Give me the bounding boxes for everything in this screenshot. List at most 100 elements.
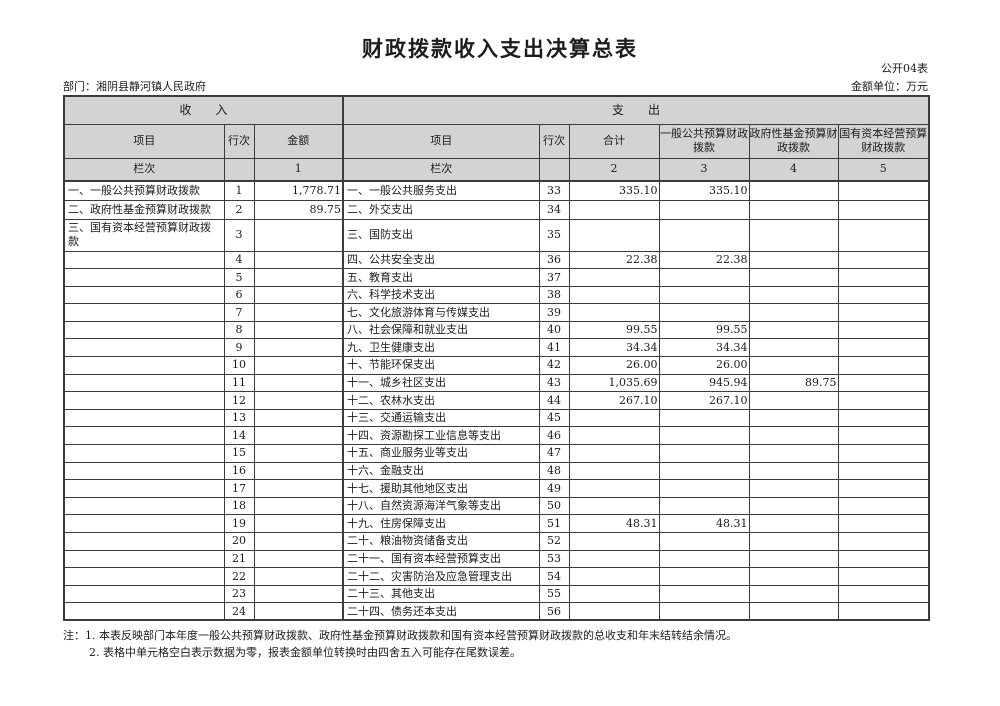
- column-header-row: 项目 行次 金额 项目 行次 合计 一般公共预算财政拨款 政府性基金预算财政拨款…: [63, 123, 930, 159]
- expense-gov-fund-cell: [748, 180, 839, 201]
- expense-general-public-cell: [658, 461, 750, 481]
- income-line-cell: 5: [223, 268, 255, 287]
- income-line-cell: 10: [223, 356, 255, 375]
- expense-gov-fund-cell: [748, 426, 839, 446]
- income-item-cell: [63, 567, 225, 586]
- expense-gov-fund-cell: [748, 268, 839, 287]
- expense-total-cell: [568, 303, 660, 322]
- expense-line-cell: 54: [538, 567, 570, 586]
- expense-total-cell: [568, 602, 660, 621]
- expense-line-header: 行次: [538, 123, 570, 159]
- income-amount-cell: 1,778.71: [253, 180, 344, 201]
- income-amount-header: 金额: [253, 123, 344, 159]
- expense-gov-fund-cell: 89.75: [748, 373, 839, 393]
- expense-gov-fund-cell: [748, 514, 839, 533]
- meta-row: 部门：湘阴县静河镇人民政府 金额单位：万元: [63, 78, 928, 94]
- income-item-cell: [63, 549, 225, 569]
- table-row: 13 十三、交通运输支出 45: [63, 408, 930, 428]
- expense-total-cell: 34.34: [568, 338, 660, 358]
- income-line-cell: 13: [223, 408, 255, 428]
- expense-total-cell: [568, 218, 660, 252]
- income-amount-cell: [253, 391, 344, 410]
- expense-total-cell: 1,035.69: [568, 373, 660, 393]
- expense-item-cell: 十六、金融支出: [342, 461, 540, 481]
- expense-gov-fund-cell: [748, 461, 839, 481]
- expense-item-cell: 六、科学技术支出: [342, 285, 540, 305]
- income-lanci-blank: [223, 157, 255, 182]
- expense-item-cell: 七、文化旅游体育与传媒支出: [342, 303, 540, 322]
- income-amount-cell: [253, 496, 344, 516]
- expense-general-public-cell: 945.94: [658, 373, 750, 393]
- income-item-cell: [63, 356, 225, 375]
- expense-general-public-cell: [658, 199, 750, 220]
- expense-general-public-cell: [658, 218, 750, 252]
- income-item-cell: [63, 303, 225, 322]
- income-line-cell: 1: [223, 180, 255, 201]
- expense-state-capital-cell: [837, 567, 930, 586]
- expense-line-cell: 49: [538, 479, 570, 498]
- expense-line-cell: 55: [538, 584, 570, 604]
- expense-gov-fund-cell: [748, 567, 839, 586]
- income-line-cell: 2: [223, 199, 255, 220]
- income-item-cell: [63, 426, 225, 446]
- income-item-cell: [63, 496, 225, 516]
- expense-line-cell: 46: [538, 426, 570, 446]
- income-line-cell: 12: [223, 391, 255, 410]
- income-col-index-1: 1: [253, 157, 344, 182]
- income-amount-cell: [253, 408, 344, 428]
- income-item-cell: [63, 268, 225, 287]
- expense-gov-fund-cell: [748, 496, 839, 516]
- table-row: 7 七、文化旅游体育与传媒支出 39: [63, 303, 930, 322]
- table-row: 8 八、社会保障和就业支出 40 99.55 99.55: [63, 320, 930, 340]
- expense-item-cell: 十七、援助其他地区支出: [342, 479, 540, 498]
- expense-state-capital-cell: [837, 532, 930, 551]
- expense-line-cell: 48: [538, 461, 570, 481]
- table-row: 19 十九、住房保障支出 51 48.31 48.31: [63, 514, 930, 533]
- expense-state-capital-header: 国有资本经营预算财政拨款: [837, 123, 930, 159]
- expense-item-cell: 四、公共安全支出: [342, 250, 540, 270]
- expense-item-cell: 三、国防支出: [342, 218, 540, 252]
- expense-item-cell: 二十二、灾害防治及应急管理支出: [342, 567, 540, 586]
- expense-col-index-4: 4: [748, 157, 839, 182]
- table-row: 4 四、公共安全支出 36 22.38 22.38: [63, 250, 930, 270]
- expense-general-public-cell: [658, 444, 750, 463]
- expense-state-capital-cell: [837, 461, 930, 481]
- fiscal-summary-table: 收 入 支 出 项目 行次 金额 项目 行次 合计 一般公共预算财政拨款 政府性…: [63, 95, 931, 622]
- table-row: 20 二十、粮油物资储备支出 52: [63, 532, 930, 551]
- expense-line-cell: 36: [538, 250, 570, 270]
- table-row: 16 十六、金融支出 48: [63, 461, 930, 481]
- expense-item-cell: 十九、住房保障支出: [342, 514, 540, 533]
- expense-item-cell: 九、卫生健康支出: [342, 338, 540, 358]
- expense-gov-fund-cell: [748, 602, 839, 621]
- expense-item-cell: 八、社会保障和就业支出: [342, 320, 540, 340]
- expense-state-capital-cell: [837, 584, 930, 604]
- table-row: 17 十七、援助其他地区支出 49: [63, 479, 930, 498]
- expense-line-cell: 56: [538, 602, 570, 621]
- income-amount-cell: [253, 567, 344, 586]
- expense-total-cell: 335.10: [568, 180, 660, 201]
- expense-item-cell: 十五、商业服务业等支出: [342, 444, 540, 463]
- expense-item-cell: 十八、自然资源海洋气象等支出: [342, 496, 540, 516]
- table-row: 三、国有资本经营预算财政拨款 3 三、国防支出 35: [63, 218, 930, 252]
- income-item-cell: [63, 532, 225, 551]
- expense-general-public-cell: [658, 602, 750, 621]
- expense-state-capital-cell: [837, 180, 930, 201]
- table-row: 二、政府性基金预算财政拨款 2 89.75 二、外交支出 34: [63, 199, 930, 220]
- expense-state-capital-cell: [837, 426, 930, 446]
- expense-total-cell: [568, 496, 660, 516]
- expense-general-public-cell: [658, 584, 750, 604]
- income-line-cell: 11: [223, 373, 255, 393]
- income-item-cell: [63, 444, 225, 463]
- expense-gov-fund-cell: [748, 532, 839, 551]
- expense-state-capital-cell: [837, 303, 930, 322]
- expense-state-capital-cell: [837, 514, 930, 533]
- income-amount-cell: [253, 320, 344, 340]
- income-item-cell: [63, 338, 225, 358]
- expense-line-cell: 34: [538, 199, 570, 220]
- expense-state-capital-cell: [837, 356, 930, 375]
- expense-gov-fund-header: 政府性基金预算财政拨款: [748, 123, 839, 159]
- income-item-cell: [63, 250, 225, 270]
- income-line-cell: 21: [223, 549, 255, 569]
- expense-line-cell: 52: [538, 532, 570, 551]
